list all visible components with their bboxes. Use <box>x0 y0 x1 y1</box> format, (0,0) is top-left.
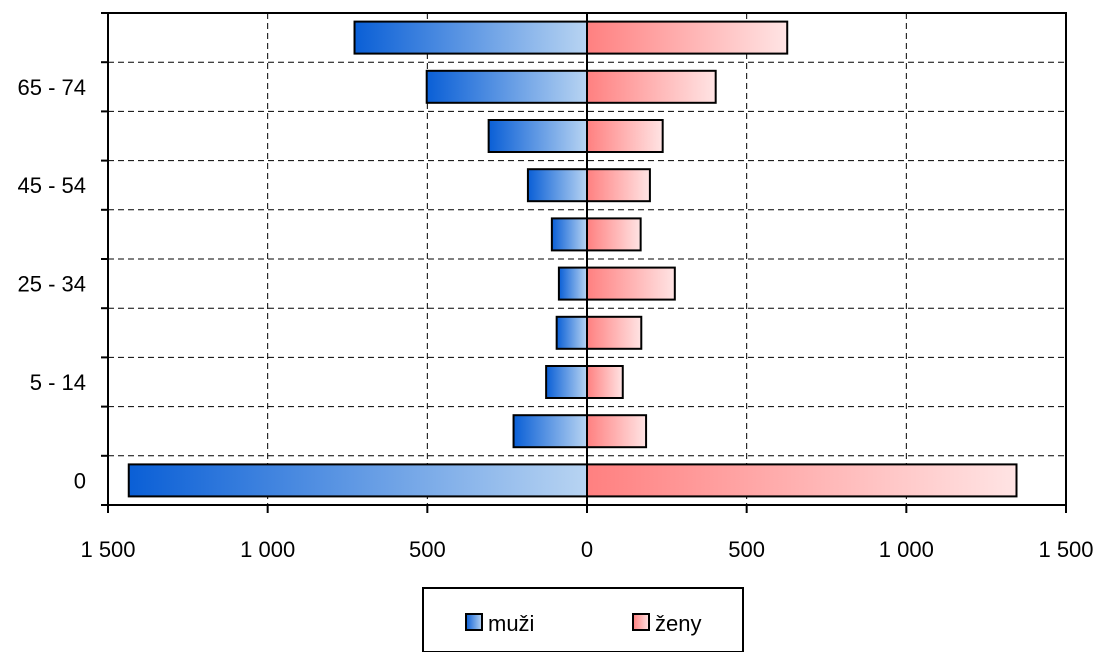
bar-zeny-3 <box>586 315 643 350</box>
bar-zeny-7 <box>586 119 664 153</box>
bar-zeny-8 <box>586 69 717 104</box>
bars-layer <box>127 20 1018 498</box>
bar-zeny-4 <box>586 266 676 301</box>
bar-muzi-5 <box>550 217 589 252</box>
bar-zeny-9 <box>586 20 789 55</box>
bar-muzi-1 <box>512 414 589 449</box>
axis-layer: 1 500 1 000 500 0 500 1 000 1 500 0 5 - 14 25 - 3… <box>18 12 1094 562</box>
x-tick-label-3: 0 <box>581 537 593 562</box>
legend-swatch-muzi <box>465 613 483 631</box>
legend-item-muzi: muži <box>465 611 534 636</box>
x-tick-label-2: 500 <box>409 537 446 562</box>
bar-muzi-8 <box>425 69 588 104</box>
bar-zeny-5 <box>586 217 642 252</box>
x-tick-label-1: 1 000 <box>240 537 295 562</box>
bar-muzi-6 <box>526 168 589 203</box>
bar-muzi-3 <box>555 315 588 350</box>
bar-zeny-1 <box>586 414 648 449</box>
y-tick-label-0: 0 <box>74 468 86 493</box>
bar-muzi-2 <box>545 365 588 399</box>
bar-muzi-0 <box>127 463 589 498</box>
bar-zeny-6 <box>586 168 651 203</box>
x-tick-label-5: 1 000 <box>879 537 934 562</box>
bar-muzi-9 <box>353 20 588 55</box>
bar-zeny-2 <box>586 365 624 399</box>
y-tick-label-4: 25 - 34 <box>18 272 87 297</box>
y-tick-label-2: 5 - 14 <box>30 370 86 395</box>
x-tick-label-4: 500 <box>728 537 765 562</box>
legend-item-zeny: ženy <box>632 611 701 636</box>
y-tick-label-6: 45 - 54 <box>18 173 87 198</box>
legend-label-zeny: ženy <box>655 611 701 636</box>
legend-swatch-zeny <box>632 613 650 631</box>
legend-label-muzi: muži <box>488 611 534 636</box>
y-tick-label-8: 65 - 74 <box>18 75 87 100</box>
bar-muzi-4 <box>557 266 589 301</box>
x-tick-label-0: 1 500 <box>80 537 135 562</box>
legend: muži ženy <box>422 587 744 652</box>
x-tick-label-6: 1 500 <box>1038 537 1093 562</box>
bar-muzi-7 <box>487 119 588 153</box>
bar-zeny-0 <box>586 463 1018 498</box>
